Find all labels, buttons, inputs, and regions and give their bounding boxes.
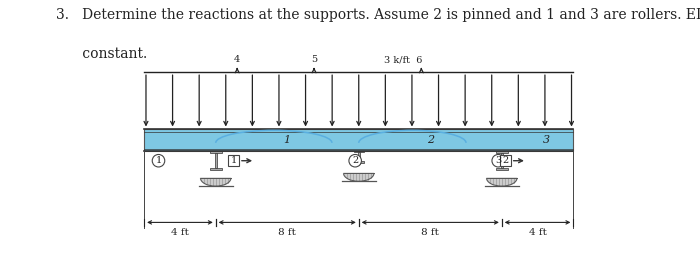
FancyBboxPatch shape bbox=[500, 153, 503, 168]
FancyBboxPatch shape bbox=[210, 151, 221, 153]
FancyBboxPatch shape bbox=[358, 153, 360, 161]
Text: 3 k/ft  6: 3 k/ft 6 bbox=[384, 55, 423, 64]
Text: 2: 2 bbox=[427, 135, 434, 145]
Text: 5: 5 bbox=[311, 55, 317, 64]
Circle shape bbox=[357, 162, 360, 165]
Text: 8 ft: 8 ft bbox=[421, 228, 439, 237]
FancyBboxPatch shape bbox=[215, 153, 217, 168]
Circle shape bbox=[152, 155, 164, 167]
Polygon shape bbox=[486, 178, 517, 186]
Text: 4: 4 bbox=[234, 55, 240, 64]
FancyBboxPatch shape bbox=[354, 151, 364, 153]
FancyBboxPatch shape bbox=[354, 161, 364, 163]
Text: 8 ft: 8 ft bbox=[279, 228, 296, 237]
Text: constant.: constant. bbox=[56, 47, 147, 61]
FancyBboxPatch shape bbox=[496, 151, 507, 153]
Text: 1: 1 bbox=[155, 156, 162, 165]
Text: 4 ft: 4 ft bbox=[171, 228, 189, 237]
Text: 3: 3 bbox=[543, 135, 550, 145]
Text: 1: 1 bbox=[230, 156, 237, 165]
FancyBboxPatch shape bbox=[144, 129, 573, 151]
FancyBboxPatch shape bbox=[210, 168, 221, 170]
Circle shape bbox=[492, 155, 505, 167]
FancyBboxPatch shape bbox=[228, 155, 239, 166]
Text: 3.   Determine the reactions at the supports. Assume 2 is pinned and 1 and 3 are: 3. Determine the reactions at the suppor… bbox=[56, 8, 700, 22]
FancyBboxPatch shape bbox=[496, 168, 507, 170]
Circle shape bbox=[349, 155, 361, 167]
Text: 2: 2 bbox=[352, 156, 358, 165]
Text: 3: 3 bbox=[495, 156, 501, 165]
Text: 2: 2 bbox=[502, 156, 508, 165]
FancyBboxPatch shape bbox=[500, 155, 511, 166]
Polygon shape bbox=[344, 173, 374, 181]
Text: 1: 1 bbox=[284, 135, 290, 145]
Text: 4 ft: 4 ft bbox=[528, 228, 547, 237]
Polygon shape bbox=[200, 178, 231, 186]
